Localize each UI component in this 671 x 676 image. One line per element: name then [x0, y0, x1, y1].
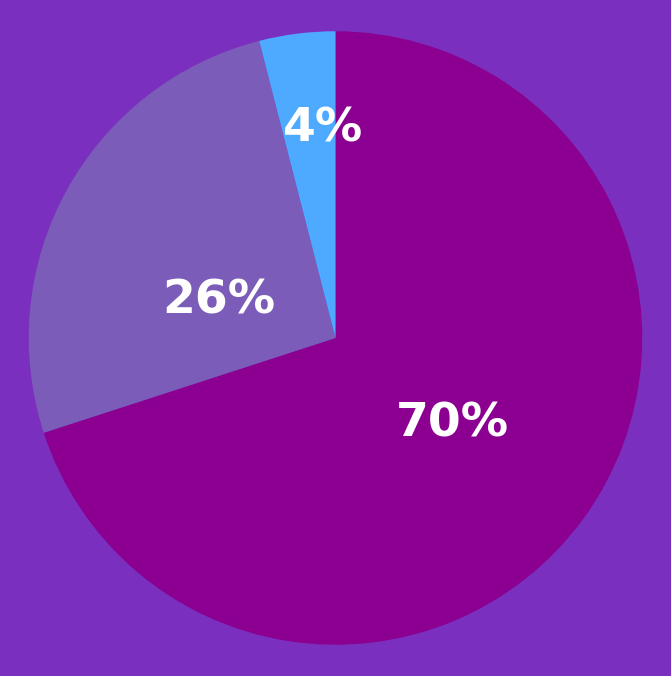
Wedge shape — [29, 41, 336, 433]
Text: 4%: 4% — [283, 107, 364, 152]
Wedge shape — [259, 31, 336, 338]
Text: 26%: 26% — [162, 279, 276, 324]
Text: 70%: 70% — [395, 402, 509, 446]
Wedge shape — [44, 31, 642, 645]
